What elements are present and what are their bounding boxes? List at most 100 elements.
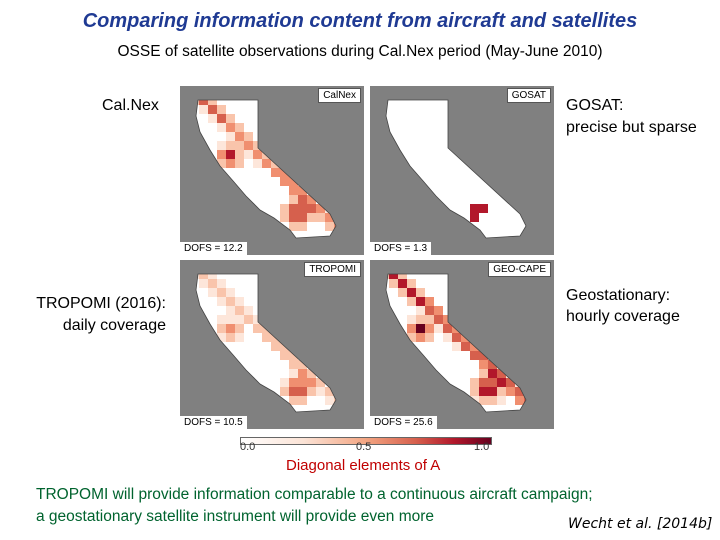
grid-cell (226, 132, 235, 141)
grid-cell (389, 274, 398, 279)
grid-cell (398, 274, 407, 279)
grid-cell (533, 414, 542, 423)
grid-cell (398, 288, 407, 297)
grid-cell (235, 132, 244, 141)
grid-cell (443, 324, 452, 333)
panel-tag-gosat: GOSAT (506, 88, 551, 103)
map-calnex (195, 99, 352, 239)
grid-cell (334, 222, 336, 231)
grid-cell (217, 333, 226, 342)
grid-cell (262, 324, 271, 333)
grid-cell (416, 288, 425, 297)
grid-cell (217, 297, 226, 306)
conclusion-line-1: TROPOMI will provide information compara… (36, 486, 593, 503)
map-panel-calnex: CalNex DOFS = 12.2 (180, 86, 364, 255)
grid-cell (262, 159, 271, 168)
grid-cell (280, 213, 289, 222)
grid-cells-calnex (196, 100, 352, 238)
grid-cell (235, 306, 244, 315)
grid-cell (235, 141, 244, 150)
california-outline-gosat (385, 99, 527, 239)
grid-cell (208, 114, 217, 123)
grid-cell (316, 387, 325, 396)
grid-cell (479, 387, 488, 396)
grid-cell (479, 378, 488, 387)
dofs-geocape: DOFS = 25.6 (370, 416, 437, 429)
grid-cell (497, 396, 506, 405)
grid-cell (425, 297, 434, 306)
grid-cell (226, 288, 235, 297)
grid-cell (325, 222, 334, 231)
grid-cell (407, 288, 416, 297)
grid-cell (389, 279, 398, 288)
grid-cell (307, 195, 316, 204)
grid-cell (398, 279, 407, 288)
grid-cell (199, 100, 208, 105)
grid-cell (407, 297, 416, 306)
grid-cell (235, 150, 244, 159)
grid-cell (226, 159, 235, 168)
grid-cell (497, 387, 506, 396)
grid-cells-tropomi (196, 274, 352, 412)
colorbar-tick-1: 0.5 (356, 441, 372, 453)
label-geo-line2: hourly coverage (566, 308, 680, 325)
grid-cell (334, 213, 336, 222)
grid-cell (298, 378, 307, 387)
grid-cell (244, 141, 253, 150)
conclusion-line-2: a geostationary satellite instrument wil… (36, 508, 435, 525)
grid-cell (199, 274, 208, 279)
grid-cell (334, 231, 336, 238)
grid-cell (452, 324, 461, 333)
grid-cell (470, 387, 479, 396)
grid-cell (289, 378, 298, 387)
label-tropomi-line2: daily coverage (62, 317, 166, 334)
map-geocape (385, 273, 542, 423)
label-tropomi-line1: TROPOMI (2016): (36, 295, 166, 312)
grid-cell (416, 306, 425, 315)
grid-cell (416, 315, 425, 324)
grid-cell (208, 105, 217, 114)
grid-cell (470, 204, 479, 213)
grid-cell (325, 387, 334, 396)
grid-cell (208, 100, 217, 105)
grid-cell (343, 396, 352, 405)
grid-cell (289, 396, 298, 405)
dofs-gosat: DOFS = 1.3 (370, 242, 432, 255)
grid-cell (524, 405, 526, 412)
grid-cell (289, 213, 298, 222)
grid-cell (298, 186, 307, 195)
grid-cell (434, 306, 443, 315)
grid-cell (262, 333, 271, 342)
grid-cell (470, 378, 479, 387)
grid-cell (235, 297, 244, 306)
grid-cell (479, 204, 488, 213)
grid-cell (316, 213, 325, 222)
grid-cell (334, 405, 336, 412)
grid-cell (226, 306, 235, 315)
grid-cell (343, 222, 352, 231)
grid-cell (199, 279, 208, 288)
grid-cell (497, 378, 506, 387)
grid-cell (316, 204, 325, 213)
grid-cell (244, 315, 253, 324)
grid-cell (443, 333, 452, 342)
panel-tag-calnex: CalNex (318, 88, 361, 103)
grid-cell (253, 324, 262, 333)
map-panel-tropomi: TROPOMI DOFS = 10.5 (180, 260, 364, 429)
grid-cell (235, 324, 244, 333)
grid-cell (298, 387, 307, 396)
grid-cell (217, 324, 226, 333)
grid-cell (434, 315, 443, 324)
grid-cell (307, 213, 316, 222)
grid-cell (280, 387, 289, 396)
label-calnex: Cal.Nex (102, 97, 159, 114)
grid-cell (533, 396, 542, 405)
dofs-calnex: DOFS = 12.2 (180, 242, 247, 255)
grid-cell (280, 378, 289, 387)
grid-cell (307, 204, 316, 213)
grid-cell (470, 213, 479, 222)
grid-cell (425, 306, 434, 315)
grid-cell (235, 123, 244, 132)
grid-cell (298, 222, 307, 231)
grid-cell (289, 204, 298, 213)
